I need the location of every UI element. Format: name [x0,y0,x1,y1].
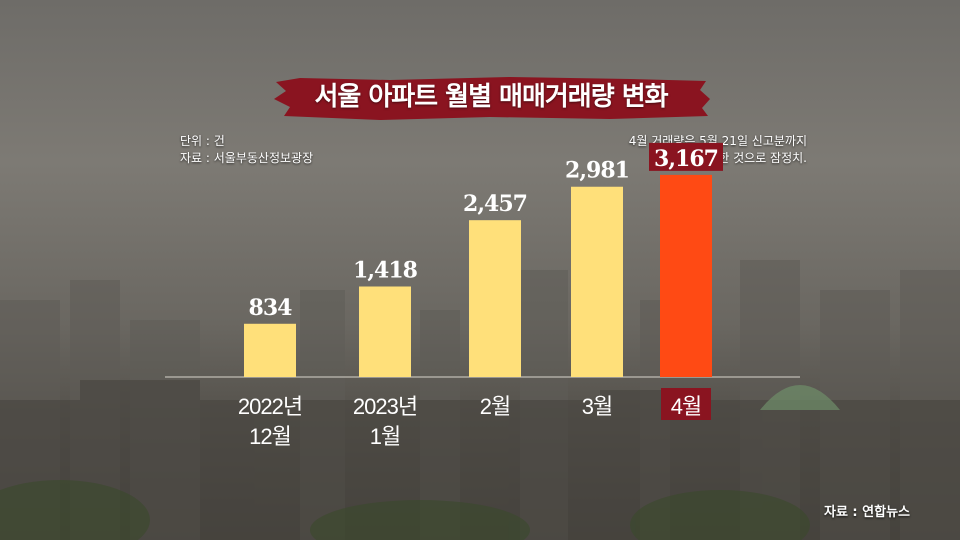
value-label-highlight-box [649,142,723,171]
credit-text: 자료 : 연합뉴스 [823,505,910,520]
category-label-4-line-1: 3월 [582,394,612,419]
category-label-1-line-1: 2022년 [238,394,302,419]
bar-1 [244,323,296,377]
chart-title: 서울 아파트 월별 매매거래량 변화 [314,82,668,112]
data-note-line-2: 집계한 것으로 잠정치. [696,151,807,165]
category-label-2-line-1: 2023년 [353,394,417,419]
category-label-2-line-2: 1월 [370,424,400,449]
title-banner: 서울 아파트 월별 매매거래량 변화 [270,72,712,122]
value-label-4: 2,981 [565,158,629,184]
red-brush-stroke [274,77,710,120]
bar-3 [469,220,521,377]
bar-2 [359,286,411,377]
value-label-2: 1,418 [353,257,418,283]
category-label-3-line-1: 2월 [480,394,510,419]
unit-note: 단위 : 건 [180,134,225,148]
category-label-highlight-box [661,388,711,420]
category-label-5-line-1: 4월 [671,394,701,419]
value-label-1: 834 [249,295,293,321]
category-label-1-line-2: 12월 [249,424,291,449]
value-label-3: 2,457 [463,191,527,217]
bar-5 [660,174,712,377]
value-label-5: 3,167 [654,146,718,172]
bar-4 [571,186,623,377]
source-note: 자료 : 서울부동산정보광장 [180,151,314,165]
